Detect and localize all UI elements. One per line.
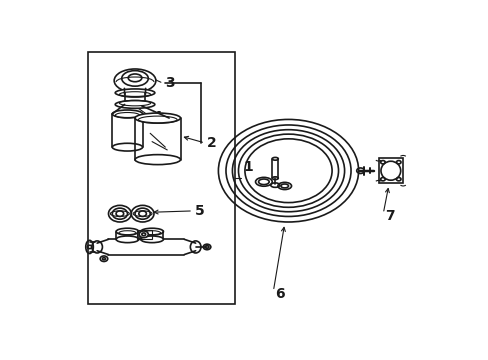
Ellipse shape (135, 155, 180, 165)
Text: 1: 1 (243, 159, 252, 174)
Ellipse shape (380, 161, 400, 180)
Ellipse shape (139, 211, 146, 216)
Text: 2: 2 (206, 136, 216, 150)
Ellipse shape (112, 143, 142, 151)
Text: 3: 3 (165, 76, 175, 90)
Ellipse shape (115, 89, 155, 97)
Ellipse shape (114, 69, 156, 92)
Ellipse shape (135, 113, 180, 123)
Ellipse shape (131, 205, 154, 222)
Ellipse shape (112, 110, 142, 118)
Text: 4: 4 (152, 110, 162, 123)
Text: 7: 7 (385, 210, 394, 224)
Ellipse shape (112, 208, 127, 219)
Ellipse shape (139, 231, 148, 238)
Ellipse shape (141, 236, 163, 243)
Text: 6: 6 (275, 287, 285, 301)
Ellipse shape (122, 71, 148, 86)
Ellipse shape (116, 236, 139, 243)
Ellipse shape (116, 211, 123, 216)
Ellipse shape (108, 205, 131, 222)
Bar (137, 230, 152, 239)
Text: 5: 5 (194, 204, 204, 218)
Bar (378, 158, 402, 183)
Ellipse shape (135, 208, 150, 219)
Ellipse shape (141, 228, 163, 235)
Ellipse shape (116, 228, 139, 235)
Ellipse shape (115, 100, 155, 108)
Bar (87, 51, 235, 304)
Ellipse shape (128, 74, 142, 82)
